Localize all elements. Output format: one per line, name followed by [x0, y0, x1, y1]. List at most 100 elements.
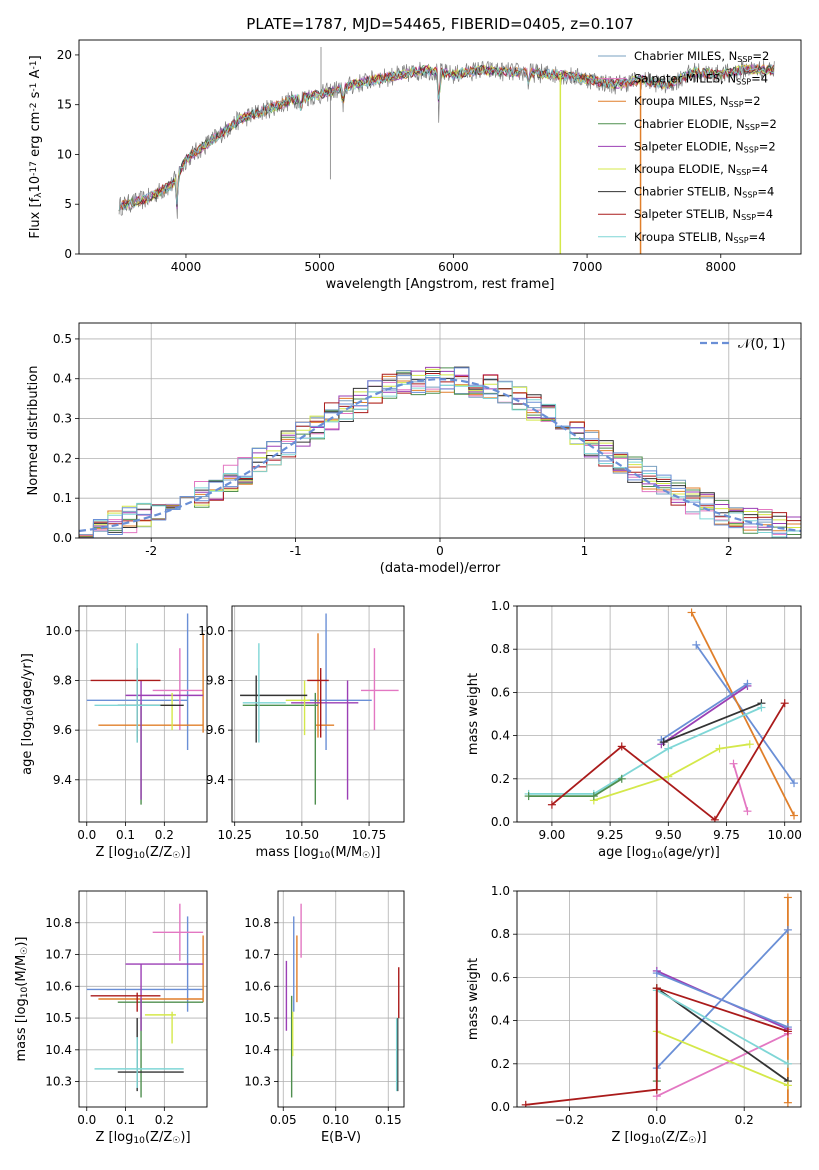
tick-label-x: −0.2 [555, 1113, 584, 1127]
label-part: mass [log [14, 998, 29, 1061]
histogram-series [79, 367, 801, 538]
legend-label-n: =4 [756, 207, 773, 221]
tick-label-y: 10.3 [244, 1075, 271, 1089]
weight-series-line [656, 989, 789, 1065]
plot-area [86, 903, 204, 1098]
legend-label-n: =4 [751, 72, 768, 86]
label-part: age [log [598, 845, 651, 860]
legend-label-base: Kroupa ELODIE, N [634, 162, 736, 176]
legend-label-base: Kroupa STELIB, N [634, 230, 734, 244]
model-spectrum-line [118, 64, 774, 212]
tick-label-x: 5000 [304, 260, 335, 274]
tick-label-y: 20 [57, 48, 72, 62]
label-part: Flux [f [28, 197, 43, 238]
weight-series-line [656, 972, 789, 1028]
weight-series-line [525, 986, 789, 1106]
label-part: ☉ [688, 1136, 696, 1146]
model-spectrum-line [118, 63, 775, 212]
legend-label-base: Salpeter MILES, N [634, 72, 736, 86]
axes-age_vs_Z: 0.0 0.1 0.29.49.69.810.0Z [log10(Z/Z☉)]age… [20, 605, 208, 861]
y-axis-label: mass weight [466, 958, 481, 1040]
tick-label-y: 9.4 [206, 773, 225, 787]
label-part: 10 [26, 710, 36, 722]
legend-label-sub: SSP [737, 55, 752, 64]
axes-weight_vs_age: 9.00 9.25 9.50 9.75 10.00 0.0 0.2 0.4 0.6 0.8 1.0 a… [466, 599, 802, 861]
label-part: mass weight [466, 673, 481, 755]
plot-area [118, 46, 775, 254]
tick-label-y: 10.4 [45, 1043, 72, 1057]
tick-label-y: 0.2 [491, 1057, 510, 1071]
tick-label-y: 0.4 [53, 372, 72, 386]
tick-label-y: 9.8 [53, 673, 72, 687]
legend-label-n: =2 [752, 49, 769, 63]
figure-title: PLATE=1787, MJD=54465, FIBERID=0405, z=0… [246, 15, 633, 33]
tick-label-x: 0.0 [77, 1113, 96, 1127]
tick-label-x: 8000 [706, 260, 737, 274]
label-part: -17 [29, 161, 39, 176]
axes-residuals: -2 -1 0 1 2 0.0 0.1 0.2 0.3 0.4 0.5 (data-model)/er… [26, 322, 802, 576]
label-part: (M/M [330, 845, 362, 860]
axes-frame [78, 890, 208, 1108]
plot-area [521, 893, 792, 1107]
tick-label-y: 9.8 [206, 673, 225, 687]
label-part: 10 [20, 987, 30, 999]
tick-label-y: 0.4 [491, 729, 510, 743]
tick-label-y: 10.7 [244, 948, 271, 962]
tick-label-x: 4000 [171, 260, 202, 274]
tick-label-x: 0.0 [647, 1113, 666, 1127]
legend-label-base: Chabrier ELODIE, N [634, 117, 745, 131]
label-part: Z [log [95, 1130, 133, 1145]
tick-label-y: 9.6 [53, 723, 72, 737]
tick-label-y: 0 [64, 247, 72, 261]
tick-label-x: -2 [145, 544, 157, 558]
label-part: 10 [133, 1136, 145, 1146]
normal-curve [79, 378, 801, 533]
y-axis-label: mass weight [466, 673, 481, 755]
legend-label-sub: SSP [736, 168, 751, 177]
label-part: 10 [651, 851, 663, 861]
tick-label-y: 0.2 [53, 451, 72, 465]
label-part: erg cm [28, 112, 43, 161]
tick-label-x: 0 [436, 544, 444, 558]
label-part: -1 [29, 60, 39, 69]
weight-series-line [656, 1032, 789, 1098]
weight-series-line [593, 743, 750, 802]
plot-area [524, 608, 799, 822]
label-part: -1 [29, 83, 39, 92]
label-part: age [log [20, 722, 35, 775]
weight-series-line [663, 702, 762, 743]
legend-label: Chabrier MILES, NSSP=2 [634, 49, 769, 64]
plot-area [79, 366, 801, 538]
plot-area [86, 613, 204, 805]
label-part: )] [180, 1130, 190, 1145]
tick-label-y: 1.0 [491, 884, 510, 898]
tick-label-x: 6000 [438, 260, 469, 274]
y-axis-label: mass [log10(M/M☉)] [14, 937, 30, 1062]
legend-label-base: Kroupa MILES, N [634, 94, 729, 108]
legend-label-base: Chabrier MILES, N [634, 49, 737, 63]
tick-label-y: 10.5 [244, 1011, 271, 1025]
tick-label-x: 10.00 [768, 828, 802, 842]
label-part: A [28, 69, 43, 82]
legend-label: Kroupa ELODIE, NSSP=4 [634, 162, 768, 177]
legend-label-sub: SSP [741, 213, 756, 222]
tick-label-y: 1.0 [491, 599, 510, 613]
label-part: )] [696, 1130, 706, 1145]
weight-series-line [656, 929, 789, 1069]
axes-frame [78, 605, 208, 823]
tick-label-x: 10.50 [285, 828, 319, 842]
label-part: s [28, 91, 43, 102]
tick-label-x: 0.1 [116, 1113, 135, 1127]
weight-series-line [656, 987, 789, 1082]
label-part: 10 [28, 176, 43, 193]
tick-label-y: 0.3 [53, 412, 72, 426]
legend-label-n: =2 [759, 139, 776, 153]
tick-label-y: 10 [57, 147, 72, 161]
tick-label-y: 0.6 [491, 685, 510, 699]
tick-label-x: 0.0 [77, 828, 96, 842]
tick-label-y: 0.2 [491, 772, 510, 786]
legend-label-sub: SSP [744, 145, 759, 154]
legend-label-base: Salpeter STELIB, N [634, 207, 741, 221]
label-part: -2 [29, 103, 39, 112]
